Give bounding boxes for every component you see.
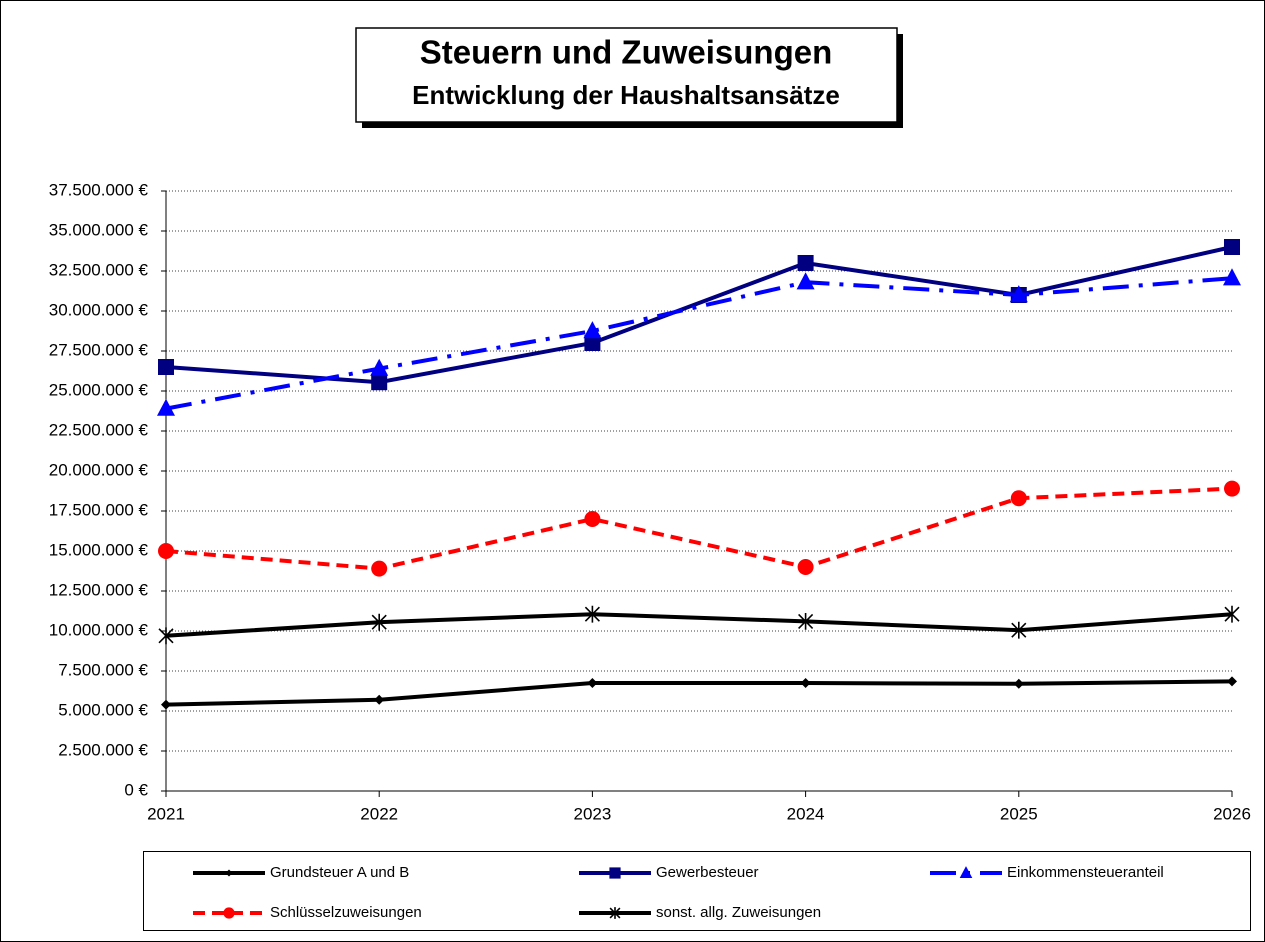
marker bbox=[959, 866, 973, 879]
series-line bbox=[165, 679, 1233, 707]
marker bbox=[370, 358, 389, 376]
marker bbox=[1224, 480, 1240, 497]
y-tick-label: 20.000.000 € bbox=[49, 460, 149, 479]
marker bbox=[223, 907, 235, 919]
legend-label: Grundsteuer A und B bbox=[270, 864, 409, 881]
legend-label: Schlüsselzuweisungen bbox=[270, 904, 422, 921]
marker bbox=[1224, 605, 1240, 623]
x-tick-label: 2025 bbox=[1000, 804, 1038, 823]
marker bbox=[1223, 268, 1241, 286]
y-tick-label: 0 € bbox=[124, 780, 148, 799]
legend-label: Gewerbesteuer bbox=[656, 864, 759, 881]
marker bbox=[584, 335, 601, 351]
legend-box bbox=[143, 851, 1251, 931]
legend-label: sonst. allg. Zuweisungen bbox=[656, 904, 821, 921]
marker bbox=[1010, 490, 1027, 507]
marker bbox=[583, 321, 602, 339]
y-tick-label: 25.000.000 € bbox=[49, 380, 149, 399]
marker bbox=[371, 374, 388, 391]
marker bbox=[225, 869, 233, 877]
title-box bbox=[355, 27, 898, 123]
marker bbox=[796, 272, 815, 290]
chart-subtitle: Entwicklung der Haushaltsansätze bbox=[412, 80, 840, 110]
marker bbox=[158, 359, 174, 375]
y-tick-label: 17.500.000 € bbox=[49, 500, 149, 519]
series-line bbox=[165, 486, 1233, 571]
marker bbox=[161, 699, 171, 710]
x-tick-label: 2026 bbox=[1213, 804, 1251, 823]
y-tick-label: 27.500.000 € bbox=[49, 340, 149, 359]
marker bbox=[609, 867, 621, 879]
marker bbox=[1009, 285, 1028, 303]
marker bbox=[797, 255, 814, 271]
marker bbox=[158, 543, 174, 559]
marker bbox=[1227, 676, 1237, 687]
marker bbox=[584, 511, 601, 527]
legend-label: Einkommensteueranteil bbox=[1007, 864, 1164, 881]
marker bbox=[371, 613, 387, 631]
marker bbox=[1011, 621, 1027, 639]
series-line bbox=[165, 245, 1233, 385]
y-tick-label: 37.500.000 € bbox=[49, 180, 149, 199]
marker bbox=[800, 678, 811, 688]
x-tick-label: 2021 bbox=[147, 804, 185, 823]
y-tick-label: 7.500.000 € bbox=[58, 660, 148, 679]
marker bbox=[609, 907, 621, 919]
marker bbox=[158, 627, 174, 645]
marker bbox=[584, 605, 600, 623]
y-tick-label: 12.500.000 € bbox=[49, 580, 149, 599]
y-tick-label: 35.000.000 € bbox=[49, 220, 149, 239]
y-tick-label: 10.000.000 € bbox=[49, 620, 149, 639]
x-tick-label: 2023 bbox=[573, 804, 611, 823]
x-tick-label: 2024 bbox=[787, 804, 825, 823]
marker bbox=[371, 560, 388, 577]
y-tick-label: 15.000.000 € bbox=[49, 540, 149, 559]
marker bbox=[157, 398, 175, 416]
series-line bbox=[165, 612, 1233, 638]
marker bbox=[1013, 678, 1024, 689]
y-tick-label: 5.000.000 € bbox=[58, 700, 148, 719]
marker bbox=[1224, 239, 1240, 255]
marker bbox=[374, 694, 385, 705]
chart-title: Steuern und Zuweisungen bbox=[420, 34, 833, 71]
marker bbox=[798, 613, 814, 630]
series-line bbox=[165, 276, 1233, 411]
y-tick-label: 22.500.000 € bbox=[49, 420, 149, 439]
marker bbox=[797, 559, 814, 575]
y-tick-label: 32.500.000 € bbox=[49, 260, 149, 279]
y-tick-label: 30.000.000 € bbox=[49, 300, 149, 319]
y-tick-label: 2.500.000 € bbox=[58, 740, 148, 759]
x-tick-label: 2022 bbox=[360, 804, 398, 823]
marker bbox=[587, 678, 598, 688]
